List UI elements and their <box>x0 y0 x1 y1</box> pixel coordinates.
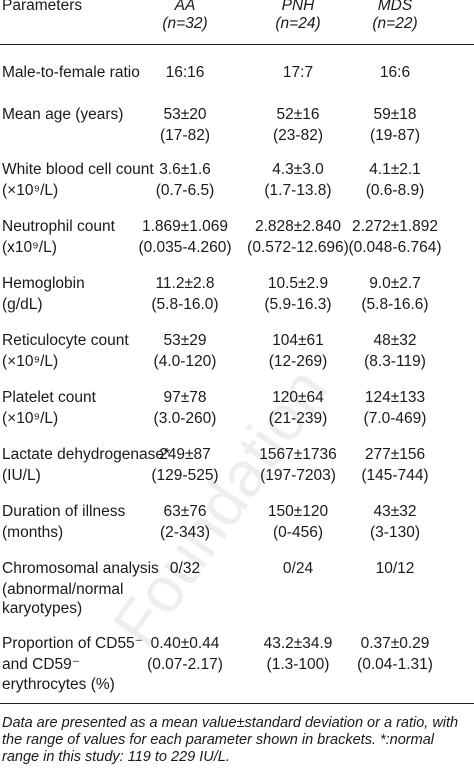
mds-range: (19-87) <box>370 127 420 144</box>
row-label: Lactate dehydrogenase* <box>2 446 171 463</box>
pnh-range: (23-82) <box>273 127 323 144</box>
mds-value: 59±18 <box>373 106 417 123</box>
row-label: Hemoglobin <box>2 275 85 292</box>
pnh-range: (5.9-16.3) <box>264 296 332 313</box>
aa-value: 97±78 <box>163 389 207 406</box>
row-label: Platelet count <box>2 389 96 406</box>
row-label-line3: karyotypes) <box>2 600 83 617</box>
aa-value: 249±87 <box>159 446 211 463</box>
table-footnote: Data are presented as a mean value±stand… <box>2 715 459 765</box>
row-label-line2: and CD59⁻ <box>2 656 80 673</box>
footer-rule <box>0 703 474 704</box>
pnh-value: 4.3±3.0 <box>272 161 324 178</box>
pnh-value: 150±120 <box>267 503 329 520</box>
row-unit: (×10⁹/L) <box>2 353 59 370</box>
header-aa-label: AA <box>174 0 196 14</box>
aa-range: (3.0-260) <box>153 410 217 427</box>
row-label: Proportion of CD55⁻ <box>2 635 143 652</box>
pnh-value: 52±16 <box>276 106 320 123</box>
aa-value: 3.6±1.6 <box>159 161 211 178</box>
pnh-range: (12-269) <box>268 353 328 370</box>
row-label: Male-to-female ratio <box>2 64 140 81</box>
pnh-value: 120±64 <box>272 389 324 406</box>
aa-value: 53±20 <box>163 106 207 123</box>
aa-range: (129-525) <box>151 467 219 484</box>
pnh-value: 10.5±2.9 <box>267 275 329 292</box>
aa-range: (0.7-6.5) <box>155 182 215 199</box>
mds-value: 4.1±2.1 <box>369 161 421 178</box>
aa-range: (17-82) <box>160 127 210 144</box>
mds-range: (7.0-469) <box>363 410 427 427</box>
header-mds-label: MDS <box>377 0 413 14</box>
mds-range: (0.048-6.764) <box>348 239 442 256</box>
pnh-value: 0/24 <box>282 560 314 577</box>
header-mds: MDS (n=22) <box>355 0 435 33</box>
header-pnh-label: PNH <box>281 0 315 14</box>
mds-value: 0.37±0.29 <box>360 635 430 652</box>
pnh-range: (21-239) <box>268 410 328 427</box>
row-label: Neutrophil count <box>2 218 115 235</box>
row-unit: (g/dL) <box>2 296 43 313</box>
pnh-value: 17:7 <box>282 64 314 81</box>
header-mds-n: (n=22) <box>372 15 418 32</box>
mds-range: (8.3-119) <box>364 353 426 370</box>
mds-range: (0.6-8.9) <box>365 182 425 199</box>
mds-range: (0.04-1.31) <box>357 656 433 673</box>
row-label: Mean age (years) <box>2 106 124 123</box>
row-unit: (x10⁹/L) <box>2 239 57 256</box>
pnh-range: (197-7203) <box>260 467 336 484</box>
pnh-value: 104±61 <box>272 332 324 349</box>
mds-value: 48±32 <box>373 332 417 349</box>
row-unit: (×10⁹/L) <box>2 182 59 199</box>
aa-value: 53±29 <box>163 332 207 349</box>
header-aa: AA (n=32) <box>145 0 225 33</box>
mds-range: (5.8-16.6) <box>361 296 429 313</box>
mds-value: 2.272±1.892 <box>351 218 439 235</box>
row-unit: (×10⁹/L) <box>2 410 59 427</box>
aa-value: 16:16 <box>165 64 205 81</box>
aa-range: (0.07-2.17) <box>147 656 223 673</box>
row-label: White blood cell count <box>2 161 154 178</box>
header-pnh-n: (n=24) <box>275 15 321 32</box>
mds-value: 16:6 <box>379 64 411 81</box>
aa-value: 1.869±1.069 <box>141 218 229 235</box>
aa-value: 0.40±0.44 <box>150 635 220 652</box>
pnh-range: (1.7-13.8) <box>264 182 332 199</box>
mds-value: 9.0±2.7 <box>369 275 421 292</box>
row-label: Chromosomal analysis <box>2 560 159 577</box>
row-label: Duration of illness <box>2 503 126 520</box>
row-label-line2: (abnormal/normal <box>2 581 124 598</box>
pnh-range: (1.3-100) <box>266 656 330 673</box>
aa-value: 0/32 <box>169 560 201 577</box>
row-label: Reticulocyte count <box>2 332 129 349</box>
aa-range: (5.8-16.0) <box>151 296 219 313</box>
aa-range: (2-343) <box>160 524 210 541</box>
mds-value: 10/12 <box>375 560 415 577</box>
aa-range: (0.035-4.260) <box>138 239 232 256</box>
header-aa-n: (n=32) <box>162 15 208 32</box>
header-parameters: Parameters <box>2 0 83 14</box>
header-rule <box>0 44 474 45</box>
pnh-range: (0.572-12.696) <box>247 239 349 256</box>
aa-value: 11.2±2.8 <box>155 275 215 292</box>
aa-value: 63±76 <box>163 503 207 520</box>
pnh-value: 1567±1736 <box>259 446 337 463</box>
mds-range: (3-130) <box>370 524 420 541</box>
pnh-range: (0-456) <box>273 524 323 541</box>
aa-range: (4.0-120) <box>153 353 217 370</box>
mds-value: 277±156 <box>364 446 426 463</box>
mds-value: 124±133 <box>364 389 426 406</box>
row-unit: (months) <box>2 524 64 541</box>
mds-range: (145-744) <box>361 467 429 484</box>
table-header: Parameters AA (n=32) PNH (n=24) MDS (n=2… <box>0 0 474 40</box>
header-pnh: PNH (n=24) <box>258 0 338 33</box>
mds-value: 43±32 <box>373 503 417 520</box>
pnh-value: 2.828±2.840 <box>254 218 342 235</box>
row-unit: (IU/L) <box>2 467 41 484</box>
row-label-line3: erythrocytes (%) <box>2 676 115 693</box>
pnh-value: 43.2±34.9 <box>263 635 333 652</box>
